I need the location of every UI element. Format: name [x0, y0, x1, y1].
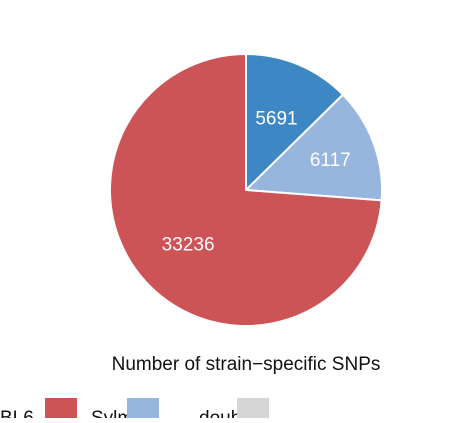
- legend: BL6 Sylm I doublet: [0, 398, 269, 423]
- legend-item-3: doublet: [199, 398, 269, 423]
- pie-slices: [108, 53, 383, 327]
- legend-label-1: BL6: [0, 408, 34, 418]
- legend-swatch-1: [45, 398, 77, 423]
- slice-value-label-1: 5691: [255, 108, 297, 129]
- pie-slice-1: [245, 53, 344, 191]
- legend-swatch-3: [237, 398, 269, 423]
- chart-title: Number of strain−specific SNPs: [112, 354, 381, 375]
- legend-swatch-2: [127, 398, 159, 423]
- slice-value-label-3: 33236: [162, 235, 215, 256]
- legend-item-2: Sylm I: [91, 398, 159, 423]
- legend-item-1: BL6: [0, 398, 77, 423]
- pie-slice-3: [108, 53, 383, 327]
- pie-data-labels: 5691 6117 33236: [162, 108, 351, 255]
- pie-slice-2: [245, 93, 383, 202]
- slice-value-label-2: 6117: [310, 150, 351, 171]
